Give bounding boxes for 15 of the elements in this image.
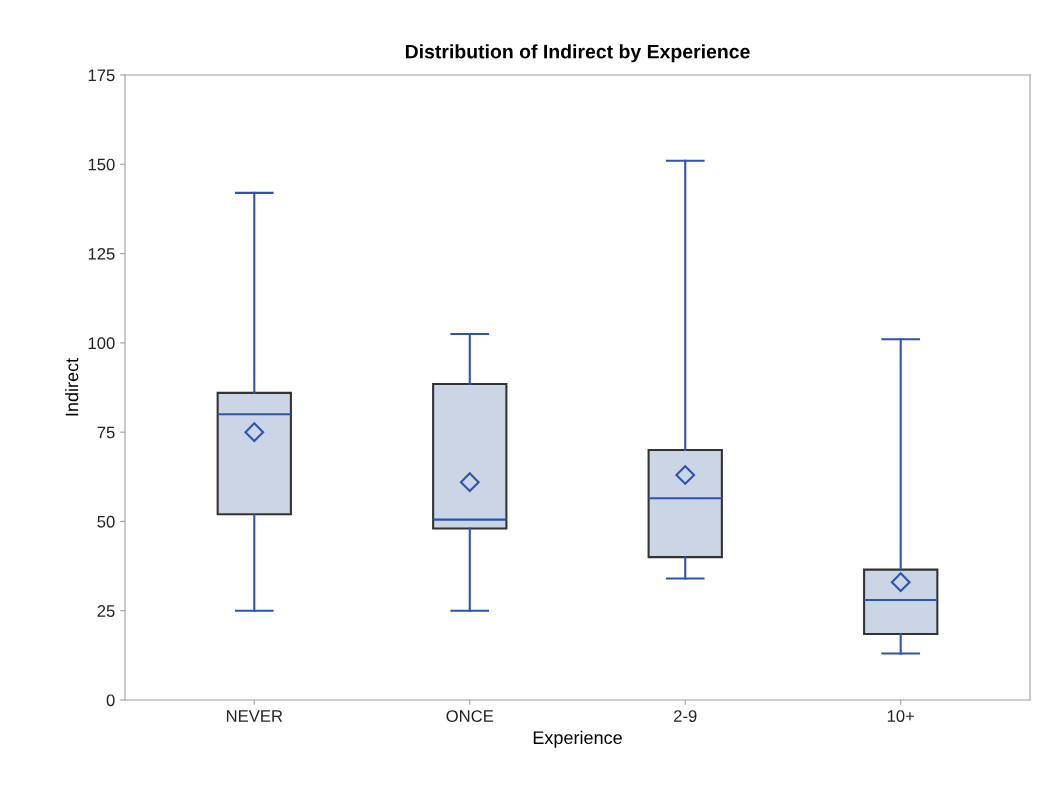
y-tick-label: 75 [97, 426, 115, 439]
y-tick-label: 25 [97, 605, 115, 617]
x-tick-label: NEVER [226, 710, 283, 722]
chart-title: Distribution of Indirect by Experience [405, 44, 750, 63]
x-tick-label: 10+ [887, 710, 915, 722]
x-axis-title: Experience [533, 730, 622, 748]
y-tick-label: 125 [88, 247, 115, 260]
y-tick-label: 100 [88, 337, 115, 350]
x-tick-label: 2-9 [674, 710, 697, 722]
y-axis-title: Indirect [65, 358, 79, 416]
y-tick-label: 150 [88, 158, 115, 171]
y-tick-label: 0 [106, 694, 115, 707]
y-tick-label: 175 [88, 69, 115, 82]
y-tick-label: 50 [97, 515, 115, 528]
x-tick-label: ONCE [446, 710, 494, 722]
